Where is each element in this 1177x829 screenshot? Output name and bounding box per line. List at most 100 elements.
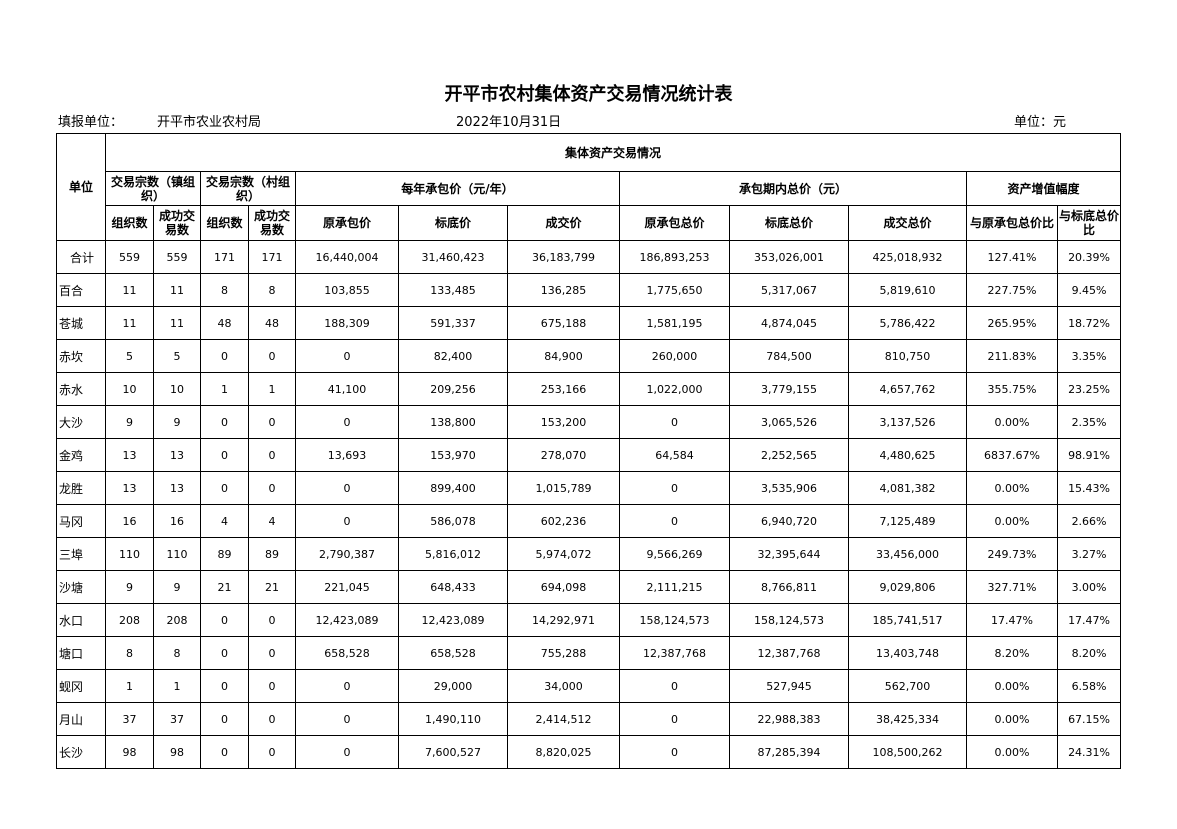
subheader-cell: 标底价 <box>398 205 508 241</box>
value-cell: 11 <box>153 273 201 307</box>
value-cell: 3.35% <box>1056 339 1122 373</box>
header-unit: 单位 <box>56 133 106 241</box>
value-cell: 0.00% <box>966 405 1058 439</box>
table-row: 三埠 110 110 89 89 2,790,387 5,816,012 5,974,072 9… <box>56 537 1122 571</box>
value-cell: 1 <box>105 669 154 703</box>
subheader-cell: 成功交易数 <box>248 205 296 241</box>
value-cell: 3.27% <box>1056 537 1122 571</box>
value-cell: 110 <box>105 537 154 571</box>
value-cell: 12,387,768 <box>729 636 849 670</box>
unit-name-cell: 三埠 <box>56 537 106 571</box>
value-cell: 4 <box>248 504 296 538</box>
value-cell: 10 <box>105 372 154 406</box>
table-row: 马冈 16 16 4 4 0 586,078 602,236 0 6,940,720 7,125,4… <box>56 504 1122 538</box>
value-cell: 0 <box>295 504 399 538</box>
value-cell: 34,000 <box>507 669 620 703</box>
value-cell: 22,988,383 <box>729 702 849 736</box>
value-cell: 2,414,512 <box>507 702 620 736</box>
value-cell: 0 <box>248 636 296 670</box>
unit-name-cell: 月山 <box>56 702 106 736</box>
subheader-cell: 与原承包总价比 <box>966 205 1058 241</box>
subheader-cell: 标底总价 <box>729 205 849 241</box>
unit-name-cell: 蚬冈 <box>56 669 106 703</box>
value-cell: 67.15% <box>1056 702 1122 736</box>
subheader-cell: 成功交易数 <box>153 205 201 241</box>
value-cell: 253,166 <box>507 372 620 406</box>
value-cell: 158,124,573 <box>729 603 849 637</box>
value-cell: 14,292,971 <box>507 603 620 637</box>
value-cell: 16 <box>153 504 201 538</box>
unit-name-cell: 马冈 <box>56 504 106 538</box>
value-cell: 23.25% <box>1056 372 1122 406</box>
value-cell: 6.58% <box>1056 669 1122 703</box>
value-cell: 84,900 <box>507 339 620 373</box>
value-cell: 9.45% <box>1056 273 1122 307</box>
value-cell: 15.43% <box>1056 471 1122 505</box>
unit-name-cell: 金鸡 <box>56 438 106 472</box>
value-cell: 658,528 <box>398 636 508 670</box>
value-cell: 0 <box>295 471 399 505</box>
value-cell: 98 <box>105 735 154 769</box>
value-cell: 12,387,768 <box>619 636 730 670</box>
subheader-cell: 组织数 <box>200 205 249 241</box>
value-cell: 0 <box>619 471 730 505</box>
value-cell: 278,070 <box>507 438 620 472</box>
value-cell: 138,800 <box>398 405 508 439</box>
value-cell: 562,700 <box>848 669 967 703</box>
value-cell: 8.20% <box>966 636 1058 670</box>
value-cell: 98 <box>153 735 201 769</box>
value-cell: 7,125,489 <box>848 504 967 538</box>
value-cell: 0.00% <box>966 669 1058 703</box>
value-cell: 5,317,067 <box>729 273 849 307</box>
subheader-cell: 成交总价 <box>848 205 967 241</box>
value-cell: 0 <box>248 339 296 373</box>
value-cell: 17.47% <box>966 603 1058 637</box>
value-cell: 5,974,072 <box>507 537 620 571</box>
value-cell: 98.91% <box>1056 438 1122 472</box>
value-cell: 13,693 <box>295 438 399 472</box>
value-cell: 11 <box>105 273 154 307</box>
value-cell: 185,741,517 <box>848 603 967 637</box>
value-cell: 9 <box>105 570 154 604</box>
value-cell: 559 <box>153 240 201 274</box>
value-cell: 3,137,526 <box>848 405 967 439</box>
statistics-table: 单位 集体资产交易情况 交易宗数（镇组织） 交易宗数（村组织） 每年承包价（元/… <box>56 133 1122 769</box>
value-cell: 9 <box>105 405 154 439</box>
header-group: 集体资产交易情况 <box>104 133 1122 172</box>
value-cell: 0 <box>200 702 249 736</box>
value-cell: 0 <box>248 702 296 736</box>
value-cell: 8.20% <box>1056 636 1122 670</box>
table-row: 苍城 11 11 48 48 188,309 591,337 675,188 1,581,195… <box>56 306 1122 340</box>
value-cell: 9,566,269 <box>619 537 730 571</box>
value-cell: 21 <box>248 570 296 604</box>
value-cell: 4,081,382 <box>848 471 967 505</box>
unit-name-cell: 沙塘 <box>56 570 106 604</box>
unit-name-cell: 苍城 <box>56 306 106 340</box>
value-cell: 4,480,625 <box>848 438 967 472</box>
value-cell: 87,285,394 <box>729 735 849 769</box>
value-cell: 12,423,089 <box>295 603 399 637</box>
header-annual-price: 每年承包价（元/年） <box>295 171 620 206</box>
value-cell: 0 <box>295 405 399 439</box>
value-cell: 32,395,644 <box>729 537 849 571</box>
value-cell: 0 <box>200 735 249 769</box>
value-cell: 1,015,789 <box>507 471 620 505</box>
value-cell: 8 <box>153 636 201 670</box>
value-cell: 0 <box>200 471 249 505</box>
value-cell: 13 <box>153 471 201 505</box>
value-cell: 20.39% <box>1056 240 1122 274</box>
value-cell: 13 <box>153 438 201 472</box>
value-cell: 38,425,334 <box>848 702 967 736</box>
value-cell: 0 <box>248 735 296 769</box>
value-cell: 9 <box>153 405 201 439</box>
unit-name-cell: 百合 <box>56 273 106 307</box>
value-cell: 9 <box>153 570 201 604</box>
value-cell: 658,528 <box>295 636 399 670</box>
unit-name-cell: 合计 <box>56 240 106 274</box>
value-cell: 2.35% <box>1056 405 1122 439</box>
value-cell: 1,581,195 <box>619 306 730 340</box>
value-cell: 1 <box>248 372 296 406</box>
value-cell: 648,433 <box>398 570 508 604</box>
unit-name-cell: 长沙 <box>56 735 106 769</box>
unit-name-cell: 龙胜 <box>56 471 106 505</box>
